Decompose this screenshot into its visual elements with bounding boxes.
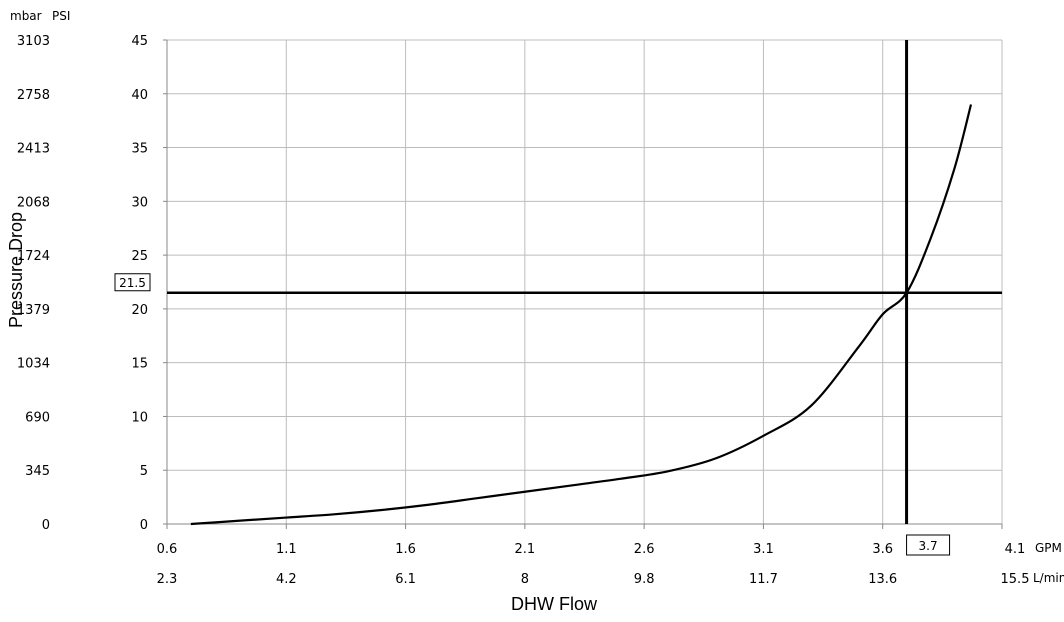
y-tick-label-psi: 15 (131, 357, 148, 372)
y-tick-label-psi: 10 (131, 410, 148, 425)
x-unit-gpm: GPM (1035, 541, 1062, 555)
x-tick-label-gpm: 2.1 (515, 542, 536, 557)
y-unit-psi: PSI (52, 9, 70, 23)
y-reference-callout-label: 21.5 (119, 276, 146, 290)
x-tick-label-gpm: 2.6 (634, 542, 655, 557)
series-layer (190, 104, 973, 526)
x-tick-label-lpm: 4.2 (276, 572, 297, 587)
y-tick-label-mbar: 1379 (17, 303, 50, 318)
y-tick-label-psi: 40 (131, 88, 148, 103)
x-unit-lpm: L/min (1033, 571, 1064, 585)
chart-grid (163, 39, 1003, 529)
x-tick-label-gpm: 4.1 (1005, 542, 1026, 557)
y-tick-label-psi: 20 (131, 303, 148, 318)
x-tick-label-gpm: 1.1 (276, 542, 297, 557)
x-tick-label-gpm: 3.6 (872, 542, 893, 557)
x-tick-label-gpm: 0.6 (157, 542, 178, 557)
x-tick-label-gpm: 3.1 (753, 542, 774, 557)
y-tick-label-psi: 25 (131, 249, 148, 264)
x-axis-title: DHW Flow (511, 594, 598, 614)
reference-lines: 21.5 3.7 (114, 40, 1002, 556)
y-axis-ticks: 0 0 5 345 10 690 15 1034 20 1379 25 1724 30 2068 35 241… (17, 34, 148, 533)
y-tick-label-psi: 30 (131, 195, 148, 210)
y-tick-label-mbar: 2758 (17, 88, 50, 103)
y-tick-label-mbar: 2413 (17, 142, 50, 157)
x-axis-ticks: 0.6 2.3 1.1 4.2 1.6 6.1 2.1 8 2.6 9.8 3.1 11.7 3.6 13… (157, 542, 1030, 587)
plot-frame (166, 40, 1002, 525)
x-tick-label-lpm: 6.1 (395, 572, 416, 587)
y-tick-label-mbar: 690 (25, 410, 50, 425)
y-tick-label-mbar: 0 (42, 518, 50, 533)
x-reference-callout-box (906, 534, 951, 556)
x-tick-label-lpm: 2.3 (157, 572, 178, 587)
y-tick-label-mbar: 2068 (17, 195, 50, 210)
x-tick-label-lpm: 11.7 (749, 572, 778, 587)
y-tick-label-psi: 0 (140, 518, 148, 533)
y-tick-label-psi: 35 (131, 142, 148, 157)
x-tick-label-gpm: 1.6 (395, 542, 416, 557)
y-tick-label-mbar: 1724 (17, 249, 50, 264)
y-tick-label-mbar: 345 (25, 464, 50, 479)
x-tick-label-lpm: 13.6 (868, 572, 897, 587)
pressure-drop-curve (190, 104, 973, 526)
x-tick-label-lpm: 8 (521, 572, 529, 587)
y-unit-mbar: mbar (10, 9, 42, 23)
y-tick-label-psi: 5 (140, 464, 148, 479)
x-tick-label-lpm: 15.5 (1001, 572, 1030, 587)
x-reference-callout-label: 3.7 (919, 539, 938, 553)
y-tick-label-psi: 45 (131, 34, 148, 49)
y-tick-label-mbar: 1034 (17, 357, 50, 372)
y-axis-title: Pressure Drop (6, 212, 26, 328)
x-tick-label-lpm: 9.8 (634, 572, 655, 587)
y-reference-callout-box (114, 273, 151, 292)
y-tick-label-mbar: 3103 (17, 34, 50, 49)
